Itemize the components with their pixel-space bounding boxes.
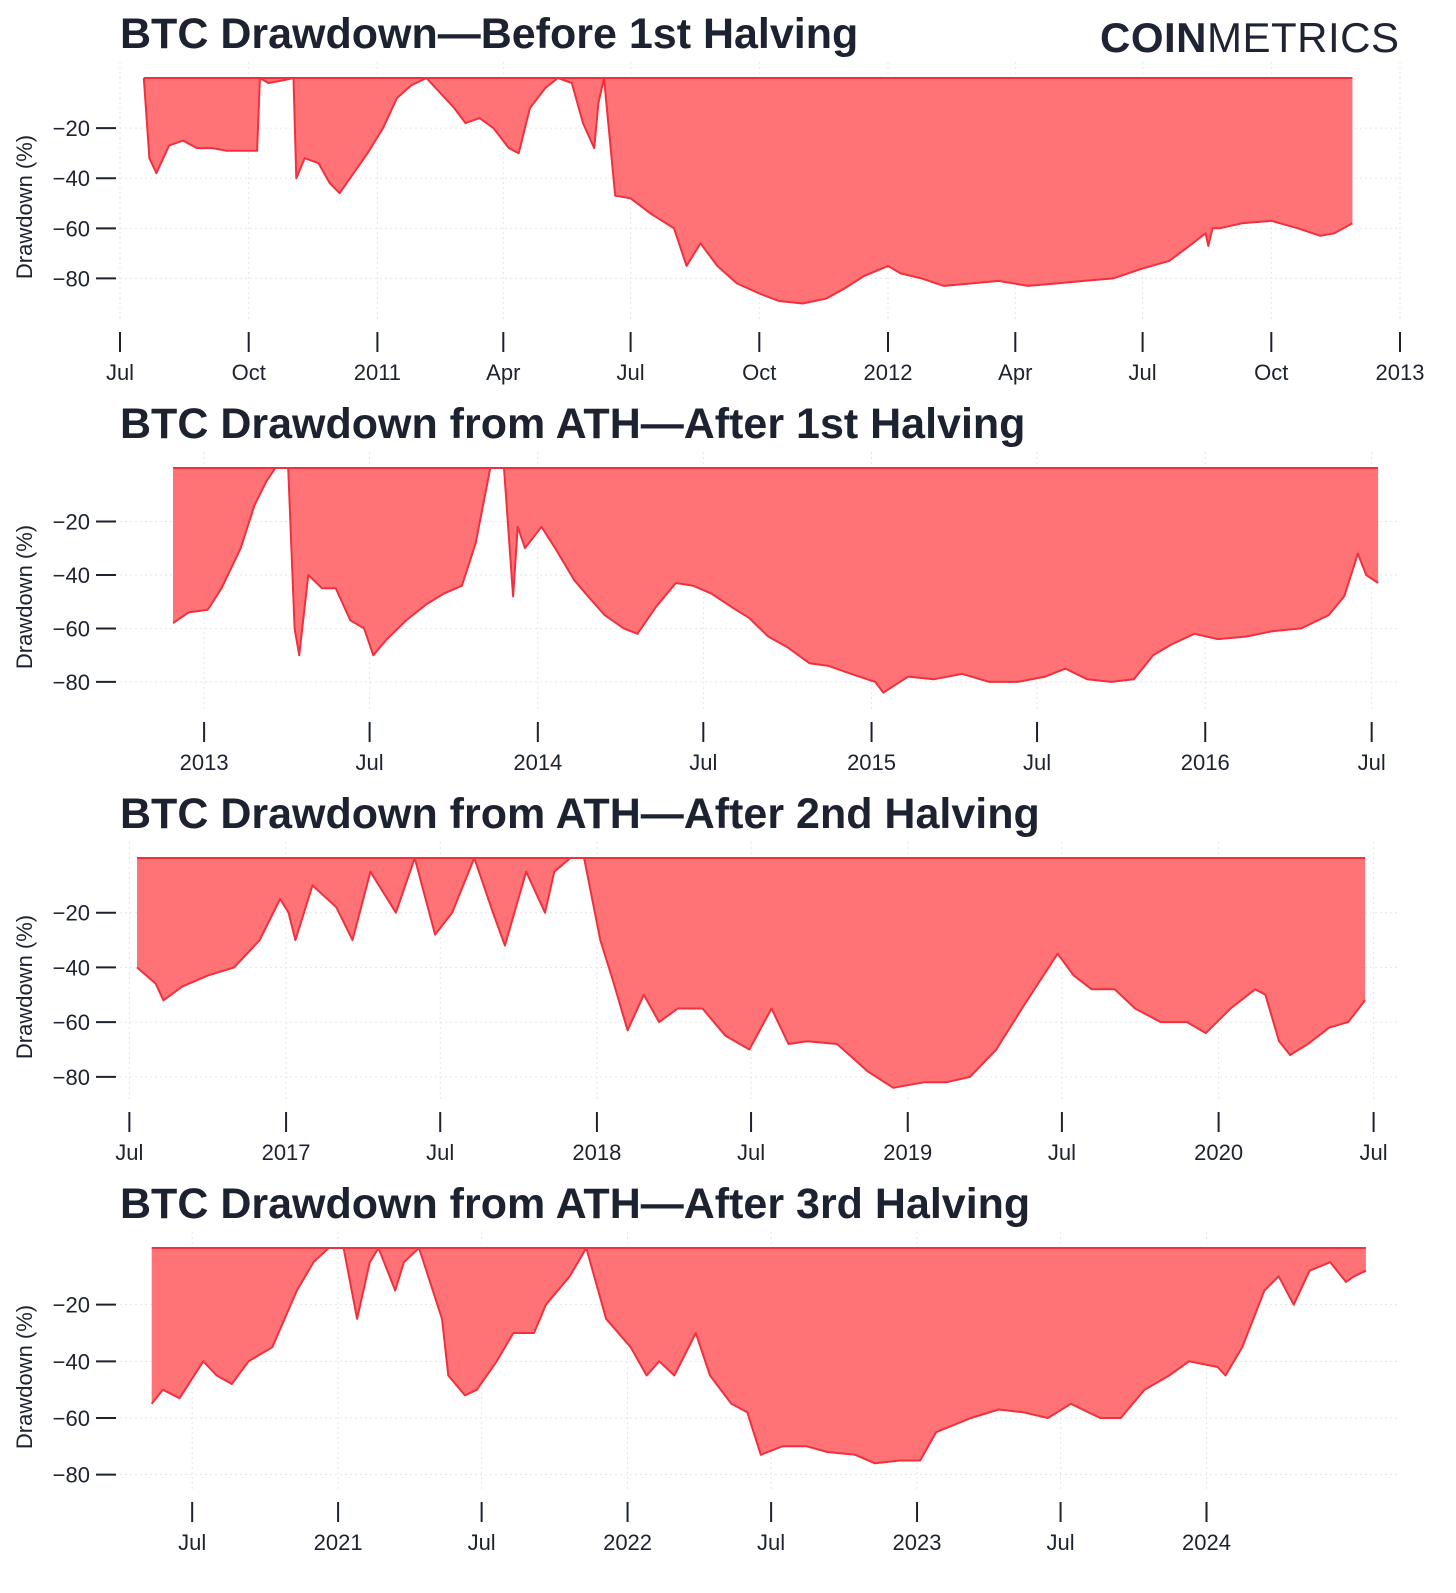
logo-bold-text: COIN (1100, 14, 1207, 61)
xtick-label-4-0: Jul (178, 1530, 206, 1555)
xtick-label-3-1: 2017 (262, 1140, 311, 1165)
xtick-label-2-3: Jul (689, 750, 717, 775)
ytick-label-2-1: −40 (53, 563, 90, 588)
xtick-label-1-10: 2013 (1376, 360, 1425, 385)
xtick-label-2-2: 2014 (513, 750, 562, 775)
xtick-label-3-7: 2020 (1194, 1140, 1243, 1165)
ytick-label-1-1: −40 (53, 166, 90, 191)
ytick-label-1-3: −80 (53, 266, 90, 291)
xtick-label-2-1: Jul (356, 750, 384, 775)
ytick-label-2-2: −60 (53, 616, 90, 641)
chart-svg-3: −20 −40 −60 −80 Drawdown (%) Jul 2017 Jul 2018 Ju… (12, 842, 1400, 1165)
ytick-label-3-2: −60 (53, 1010, 90, 1035)
chart-title-2: BTC Drawdown from ATH—After 1st Halving (120, 400, 1026, 448)
ytick-label-2-3: −80 (53, 670, 90, 695)
ytick-label-1-2: −60 (53, 216, 90, 241)
y-axis-label-4: Drawdown (%) (12, 1305, 37, 1449)
coinmetrics-logo: COINMETRICS (1100, 14, 1400, 62)
ytick-label-3-1: −40 (53, 955, 90, 980)
xtick-label-2-6: 2016 (1181, 750, 1230, 775)
y-axis-label-2: Drawdown (%) (12, 525, 37, 669)
xtick-label-1-0: Jul (106, 360, 134, 385)
xtick-label-1-1: Oct (232, 360, 266, 385)
chart-panel-3: BTC Drawdown from ATH—After 2nd Halving … (0, 780, 1456, 1170)
xtick-label-3-2: Jul (426, 1140, 454, 1165)
xtick-label-4-4: Jul (757, 1530, 785, 1555)
xtick-label-3-6: Jul (1048, 1140, 1076, 1165)
drawdown-area-4 (151, 1248, 1366, 1464)
ytick-label-4-0: −20 (53, 1293, 90, 1318)
xtick-label-3-5: 2019 (883, 1140, 932, 1165)
xtick-label-4-5: 2023 (893, 1530, 942, 1555)
xtick-label-1-7: Apr (998, 360, 1032, 385)
y-axis-label-3: Drawdown (%) (12, 915, 37, 1059)
drawdown-area-1 (143, 78, 1353, 304)
xtick-label-1-6: 2012 (864, 360, 913, 385)
xtick-label-4-1: 2021 (314, 1530, 363, 1555)
xtick-label-1-8: Jul (1129, 360, 1157, 385)
xtick-label-1-2: 2011 (354, 360, 401, 385)
drawdown-line-3 (136, 857, 1366, 1089)
xtick-label-3-3: 2018 (572, 1140, 621, 1165)
xtick-label-2-5: Jul (1023, 750, 1051, 775)
xtick-label-4-2: Jul (468, 1530, 496, 1555)
ytick-label-2-0: −20 (53, 509, 90, 534)
logo-light-text: METRICS (1207, 14, 1400, 61)
chart-title-1: BTC Drawdown—Before 1st Halving (120, 10, 859, 58)
ytick-label-1-0: −20 (53, 116, 90, 141)
chart-panel-4: BTC Drawdown from ATH—After 3rd Halving … (0, 1170, 1456, 1560)
ytick-label-4-1: −40 (53, 1349, 90, 1374)
drawdown-area-3 (137, 858, 1366, 1088)
xtick-label-4-3: 2022 (603, 1530, 652, 1555)
xtick-label-3-0: Jul (115, 1140, 143, 1165)
xtick-label-2-0: 2013 (180, 750, 229, 775)
chart-panel-2: BTC Drawdown from ATH—After 1st Halving … (0, 390, 1456, 780)
xtick-label-2-4: 2015 (847, 750, 896, 775)
chart-svg-1: −20 −40 −60 −80 Drawdown (%) Jul Oct 2011 Apr Jul… (12, 62, 1425, 385)
chart-svg-4: −20 −40 −60 −80 Drawdown (%) Jul 2021 Jul 2022 Ju… (12, 1232, 1400, 1555)
ytick-label-3-3: −80 (53, 1065, 90, 1090)
ytick-label-3-0: −20 (53, 901, 90, 926)
xtick-label-4-6: Jul (1047, 1530, 1075, 1555)
xtick-label-1-5: Oct (742, 360, 776, 385)
xtick-label-3-4: Jul (737, 1140, 765, 1165)
xtick-label-2-7: Jul (1358, 750, 1386, 775)
chart-panel-1: BTC Drawdown—Before 1st Halving −20 −40 −6… (0, 0, 1456, 390)
drawdown-area-2 (173, 468, 1379, 693)
xtick-label-1-3: Apr (486, 360, 520, 385)
xtick-label-3-8: Jul (1360, 1140, 1388, 1165)
xtick-label-4-7: 2024 (1182, 1530, 1231, 1555)
ytick-label-4-2: −60 (53, 1406, 90, 1431)
ytick-label-4-3: −80 (53, 1463, 90, 1488)
chart-svg-2: −20 −40 −60 −80 Drawdown (%) 2013 Jul 2014 Jul 20… (12, 452, 1400, 775)
chart-title-3: BTC Drawdown from ATH—After 2nd Halving (120, 790, 1040, 838)
xtick-label-1-9: Oct (1254, 360, 1288, 385)
chart-title-4: BTC Drawdown from ATH—After 3rd Halving (120, 1180, 1031, 1228)
y-axis-label-1: Drawdown (%) (12, 135, 37, 279)
drawdown-line-2 (172, 467, 1379, 694)
xtick-label-1-4: Jul (617, 360, 645, 385)
